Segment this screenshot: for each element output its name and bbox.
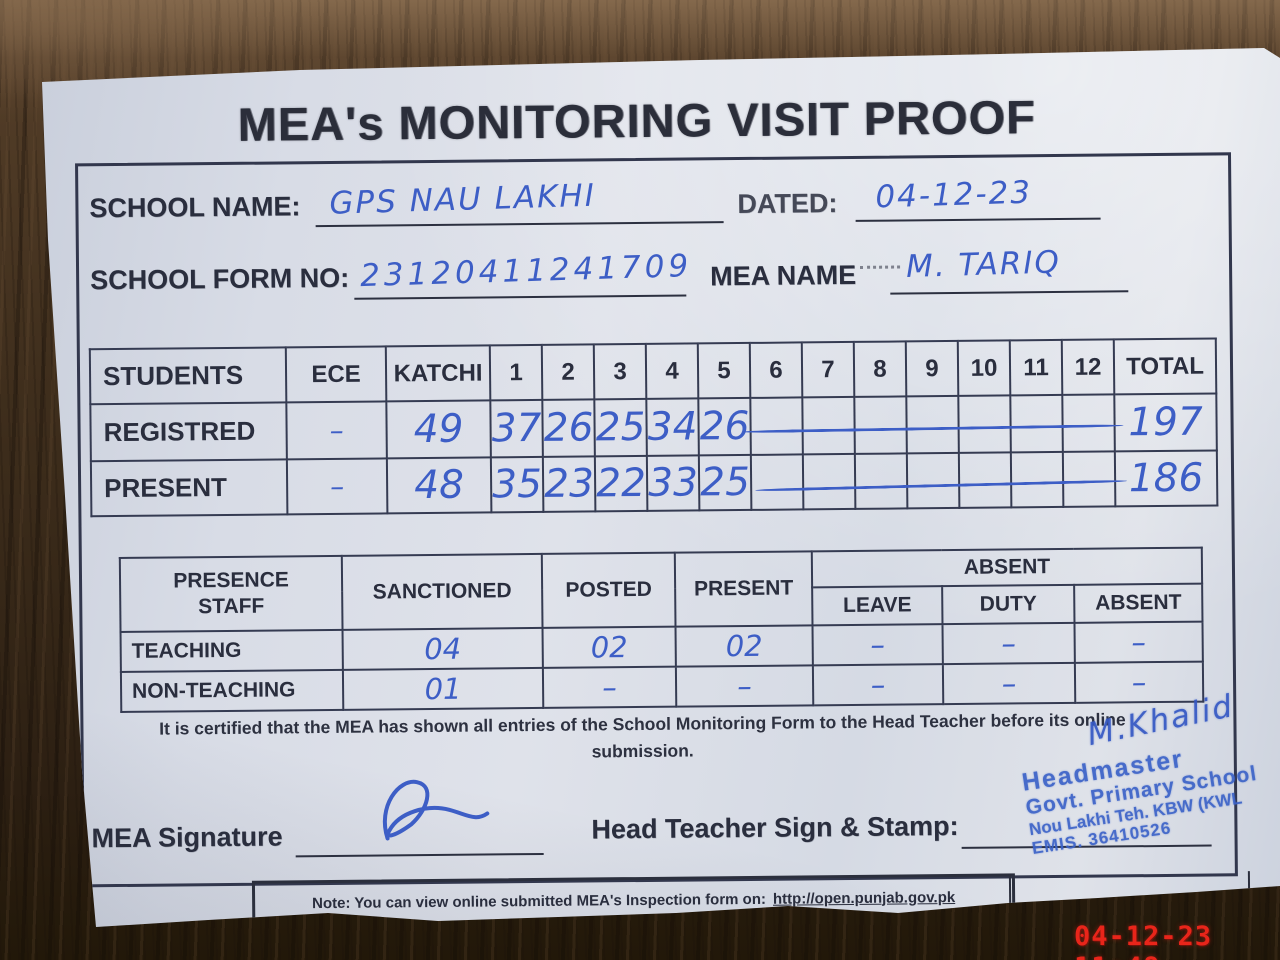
present-g5: 25 [698, 454, 752, 511]
teaching-posted: 02 [542, 626, 676, 668]
present-g12 [1062, 451, 1116, 507]
mea-signature-scribble [382, 779, 490, 841]
present-g11 [1010, 451, 1064, 508]
col-header-1: 1 [489, 344, 543, 401]
staff-col-leave: LEAVE [812, 586, 943, 626]
registered-g4: 34 [646, 398, 699, 456]
teaching-present: 02 [675, 625, 813, 667]
note-box: Note: You can view online submitted MEA'… [251, 873, 1016, 927]
non-teaching-duty: – [942, 662, 1076, 705]
registered-g3: 25 [594, 398, 647, 457]
school-name-label: SCHOOL NAME: [89, 191, 301, 224]
registered-g12 [1062, 394, 1115, 452]
mea-name-dashes [860, 265, 901, 269]
head-teacher-label: Head Teacher Sign & Stamp: [591, 810, 959, 845]
registered-g11 [1010, 394, 1063, 453]
non-teaching-sanctioned: 01 [342, 667, 544, 710]
present-g10 [958, 452, 1012, 508]
non-teaching-present: – [675, 665, 814, 707]
col-header-4: 4 [645, 343, 699, 399]
mea-name-label: MEA NAME [710, 259, 857, 292]
teaching-absent: – [1074, 621, 1203, 663]
mea-name-value: M. TARIQ [905, 244, 1062, 286]
registered-g9 [906, 395, 959, 454]
col-header-2: 2 [541, 344, 595, 400]
staff-col-duty: DUTY [942, 584, 1075, 625]
staff-col-absent-group: ABSENT [811, 547, 1203, 588]
col-header-11: 11 [1009, 339, 1063, 396]
camera-timestamp: 04-12-23 11:48 [1074, 921, 1213, 960]
dated-value: 04-12-23 [874, 174, 1033, 216]
staff-col-present: PRESENT [674, 551, 813, 627]
present-g8 [854, 453, 908, 509]
registered-label: REGISTRED [90, 402, 287, 462]
present-g7 [802, 453, 856, 510]
non-teaching-posted: – [542, 666, 677, 708]
registered-g2: 26 [542, 399, 595, 457]
registered-g10 [958, 395, 1011, 453]
present-g3: 22 [594, 455, 648, 512]
non-teaching-label: NON-TEACHING [120, 669, 344, 712]
note-url: http://open.punjab.gov.pk [772, 888, 956, 908]
present-g4: 33 [646, 455, 700, 511]
note-text: Note: You can view online submitted MEA'… [312, 890, 767, 912]
registered-g7 [802, 396, 855, 455]
col-header-12: 12 [1061, 339, 1115, 395]
registered-g8 [854, 396, 907, 454]
staff-col-presence-staff: PRESENCE STAFF [119, 555, 343, 632]
col-header-katchi: KATCHI [385, 345, 491, 402]
teaching-duty: – [942, 622, 1075, 665]
mea-signature-label: MEA Signature [91, 821, 283, 854]
staff-table: PRESENCE STAFF SANCTIONED POSTED PRESENT… [119, 547, 1204, 713]
dated-label: DATED: [737, 188, 838, 220]
col-header-students: STUDENTS [89, 347, 287, 405]
col-header-10: 10 [957, 340, 1011, 396]
registered-katchi: 49 [386, 400, 491, 459]
registered-g5: 26 [698, 397, 751, 456]
present-g1: 35 [490, 456, 544, 513]
registered-ece: – [286, 401, 387, 460]
form-title: MEA's MONITORING VISIT PROOF [237, 90, 1036, 151]
teaching-label: TEACHING [120, 629, 343, 672]
form-no-label: SCHOOL FORM NO: [90, 262, 350, 296]
present-g9 [906, 452, 960, 509]
present-g6 [750, 454, 804, 510]
teaching-sanctioned: 04 [342, 627, 543, 670]
col-header-ece: ECE [285, 346, 387, 403]
staff-col-posted: POSTED [541, 552, 676, 628]
present-ece: – [286, 458, 388, 515]
staff-col-absent: ABSENT [1074, 583, 1203, 623]
col-header-6: 6 [749, 342, 803, 398]
col-header-5: 5 [697, 342, 751, 399]
col-header-7: 7 [801, 341, 855, 398]
registered-g6 [750, 397, 803, 455]
certification-text: It is certified that the MEA has shown a… [159, 709, 1126, 762]
present-katchi: 48 [386, 457, 492, 514]
present-label: PRESENT [90, 459, 288, 517]
present-g2: 23 [542, 456, 596, 512]
col-header-3: 3 [593, 343, 647, 400]
presence-staff-label: PRESENCE STAFF [173, 568, 289, 619]
staff-col-sanctioned: SANCTIONED [341, 553, 543, 630]
non-teaching-leave: – [812, 664, 944, 706]
registered-g1: 37 [490, 399, 543, 458]
col-header-total: TOTAL [1113, 338, 1217, 395]
col-header-8: 8 [853, 341, 907, 397]
teaching-leave: – [812, 624, 943, 666]
present-total: 186 [1114, 450, 1218, 507]
registered-total: 197 [1114, 393, 1217, 452]
col-header-9: 9 [905, 340, 959, 397]
